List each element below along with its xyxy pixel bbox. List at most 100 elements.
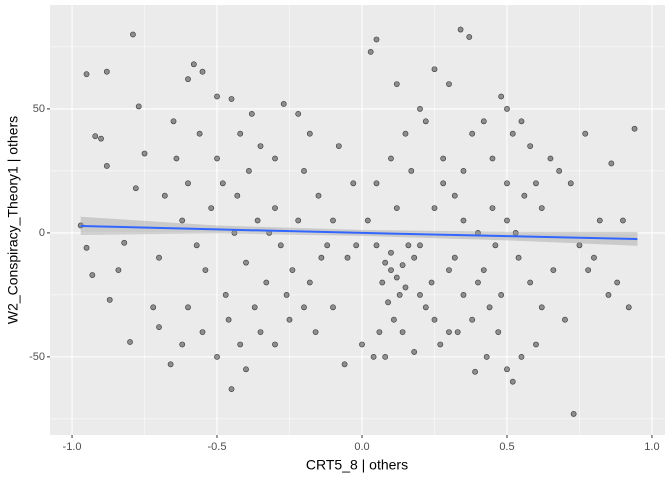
point [135,103,142,110]
point [324,242,331,249]
point [393,205,400,211]
point [219,180,226,187]
x-tick-label: 0.0 [354,441,369,453]
point [422,304,429,311]
point [272,155,278,162]
point [283,291,290,298]
point [509,378,516,385]
point [596,217,603,224]
point [89,272,96,278]
point [631,125,638,132]
point [402,130,409,137]
point [98,135,104,142]
point [318,254,325,261]
panel [50,5,665,435]
point [92,133,99,140]
point [373,180,380,187]
point [489,155,496,162]
point [295,217,302,224]
point [417,242,423,249]
point [301,304,307,311]
point [121,239,128,246]
point [106,296,113,303]
point [225,316,232,323]
point [460,291,467,298]
point [83,244,90,251]
point [625,304,632,311]
point [399,329,406,335]
point [390,316,397,323]
point [454,329,461,335]
point [480,118,487,125]
point [475,279,481,286]
point [460,167,467,174]
point [446,329,452,335]
point [504,217,510,224]
point [446,267,452,273]
point [504,106,510,112]
point [431,66,438,73]
point [451,192,458,199]
point [527,143,534,150]
point [196,130,203,137]
point [393,81,400,88]
point [330,304,336,311]
point [393,274,400,281]
point [315,192,322,199]
point [295,110,302,117]
point [556,167,563,174]
point [504,180,510,187]
point [399,262,406,269]
point [130,31,136,38]
point [469,316,476,323]
point [243,259,249,266]
point [185,76,191,83]
point [451,254,458,261]
point [547,155,554,162]
point [132,185,139,192]
point [591,254,597,261]
point [582,130,589,137]
point [518,353,525,360]
point [359,341,365,348]
point [570,411,577,417]
point [431,316,438,323]
point [254,217,261,224]
point [498,93,505,100]
point [179,341,186,348]
point [446,81,452,88]
x-tick-label: -1.0 [63,441,82,453]
point [486,304,493,311]
point [185,304,191,311]
point [489,205,496,211]
point [483,353,490,360]
point [376,329,383,335]
point [408,167,415,174]
point [402,284,409,291]
confidence-band [80,216,638,246]
point [567,180,574,187]
point [364,217,371,224]
point [533,180,539,187]
x-tick-label: 0.5 [499,441,514,453]
point [289,267,296,273]
point [515,254,522,261]
point [396,291,403,298]
point [115,267,122,273]
point [150,304,157,311]
point [190,61,197,68]
point [382,259,389,266]
point [272,341,278,348]
point [246,167,252,174]
point [550,267,557,273]
point [222,291,229,298]
point [388,249,394,256]
point [509,130,516,137]
point [141,150,148,157]
point [248,110,255,117]
point [353,242,360,249]
point [373,242,380,249]
point [388,155,394,162]
point [341,361,348,368]
